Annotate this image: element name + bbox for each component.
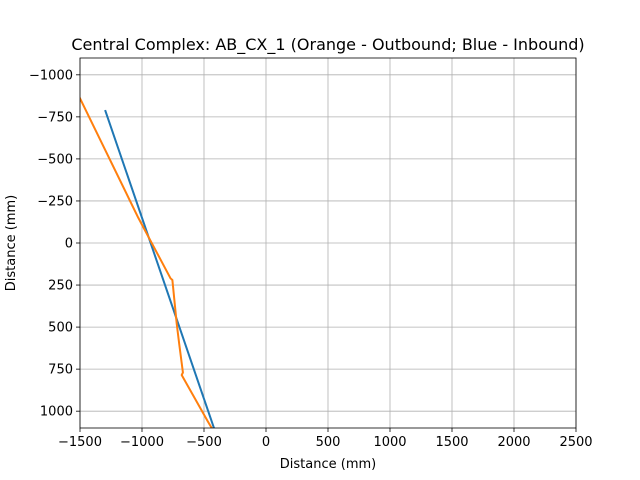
y-tick-label: −750 [37, 110, 73, 125]
grid [79, 58, 577, 428]
y-tick-label: −500 [37, 152, 73, 167]
y-tick-label: −250 [37, 194, 73, 209]
inbound-series-line [104, 109, 216, 428]
y-tick-label: 1000 [40, 405, 73, 420]
x-tick-label: 1500 [435, 435, 468, 450]
y-tick-label: 250 [48, 279, 73, 294]
y-tick-label: 750 [48, 363, 73, 378]
y-tick-label: 500 [48, 321, 73, 336]
x-axis-label: Distance (mm) [280, 457, 376, 472]
chart-title: Central Complex: AB_CX_1 (Orange - Outbo… [71, 35, 584, 55]
x-tick-label: 0 [262, 435, 270, 450]
x-tick-label: −1000 [120, 435, 164, 450]
x-tick-label: −1500 [58, 435, 102, 450]
x-tick-label: −500 [186, 435, 222, 450]
x-tick-label: 2000 [497, 435, 530, 450]
y-tick-label: −1000 [29, 68, 73, 83]
y-tick-label: 0 [65, 237, 73, 252]
series-layer [80, 97, 216, 428]
ticks: −1500 −1000 −500 0 500 1000 1500 2000 2500−1000−… [29, 68, 593, 450]
x-tick-label: 2500 [559, 435, 592, 450]
x-tick-label: 500 [316, 435, 341, 450]
x-tick-label: 1000 [373, 435, 406, 450]
y-axis-label: Distance (mm) [4, 195, 19, 291]
outbound-series-line [80, 97, 213, 428]
